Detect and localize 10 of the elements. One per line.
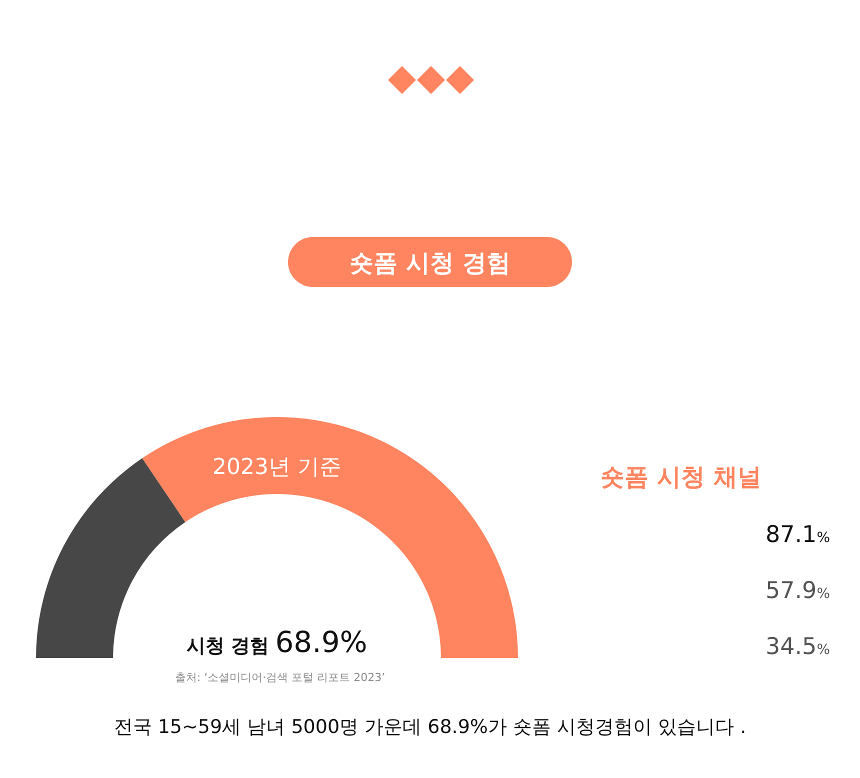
data-label: 87.1% [765, 522, 830, 548]
data-label: 57.9% [765, 578, 830, 604]
text: 2023년 기준 [212, 455, 342, 480]
chart-title: 숏폼 시청 경험 [350, 249, 510, 277]
text: 전국 15~59세 남녀 5000명 가운데 68.9%가 숏폼 시청경험이 있습니다 . [114, 716, 746, 738]
data-label: 34.5% [765, 634, 830, 660]
text: 숏폼 시청 채널 [600, 463, 762, 491]
data-label: 68.9% [275, 625, 368, 659]
source-note: 출처: ‘소셜미디어·검색 포털 리포트 2023’ [174, 671, 386, 684]
slice-label: 시청 경험 [186, 635, 270, 657]
